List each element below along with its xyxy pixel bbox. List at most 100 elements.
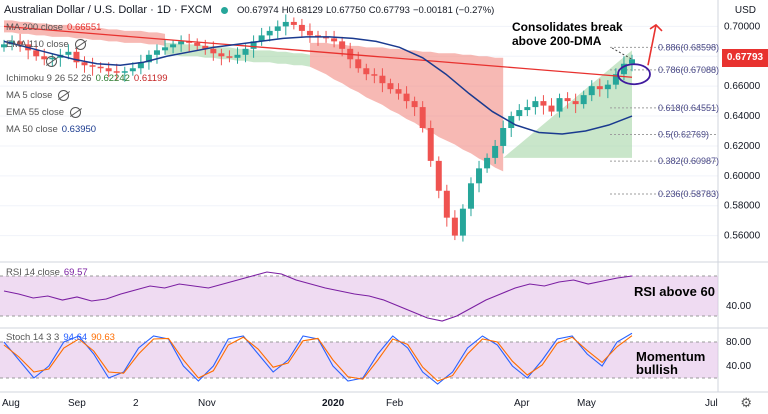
- fib-label: 0.382(0.60987): [658, 156, 719, 166]
- candle-body: [282, 21, 289, 27]
- annotation-rsi: RSI above 60: [634, 284, 715, 299]
- candle-body: [363, 68, 370, 75]
- market-status-dot: [220, 6, 228, 14]
- breakout-arrowhead: [649, 23, 663, 32]
- hidden-eye-icon[interactable]: [46, 56, 57, 67]
- time-tick-label: Feb: [386, 398, 404, 409]
- candle-body: [451, 217, 458, 236]
- candle-body: [556, 98, 563, 112]
- candle-body: [17, 41, 24, 45]
- price-tick-label: 0.64000: [724, 111, 761, 122]
- time-tick-label: 2020: [322, 398, 345, 409]
- candle-body: [306, 30, 313, 36]
- candle-body: [500, 128, 507, 146]
- candle-body: [242, 48, 249, 55]
- candle-body: [580, 95, 587, 105]
- indicator-value: 0.63950: [61, 124, 97, 135]
- indicator-hidden-series[interactable]: [6, 56, 57, 67]
- stoch-k-value: 94.64: [63, 332, 88, 343]
- hidden-eye-icon[interactable]: [74, 39, 86, 50]
- hidden-eye-icon[interactable]: [70, 107, 82, 118]
- candle-body: [379, 75, 386, 84]
- indicator-label: EMA 55 close: [6, 107, 65, 119]
- candle-body: [604, 84, 611, 90]
- symbol-title[interactable]: Australian Dollar / U.S. Dollar · 1D · F…: [4, 4, 212, 16]
- time-tick-label: Aug: [2, 398, 20, 409]
- candle-body: [145, 54, 152, 63]
- fib-label: 0.886(0.68598): [658, 42, 719, 52]
- fibonacci-levels: 0.886(0.68598) 0.786(0.67088) 0.618(0.6455…: [610, 42, 719, 199]
- time-tick-label: May: [577, 398, 596, 409]
- stoch-tick-label: 80.00: [726, 337, 751, 348]
- candle-body: [186, 41, 193, 43]
- fib-label: 0.236(0.58783): [658, 189, 719, 199]
- candle-body: [170, 44, 177, 48]
- candle-body: [274, 26, 281, 31]
- moving-averages: [3, 25, 633, 135]
- candle-body: [419, 107, 426, 129]
- price-tick-label: 0.58000: [724, 201, 761, 212]
- candle-body: [89, 65, 96, 67]
- rsi-label: RSI 14 close: [6, 267, 60, 278]
- candle-body: [331, 38, 338, 42]
- stoch-legend[interactable]: Stoch 14 3 3 94.64 90.63: [6, 332, 115, 343]
- indicator-ema55[interactable]: EMA 55 close: [6, 107, 82, 119]
- candle-body: [371, 74, 378, 76]
- candle-body: [572, 101, 579, 105]
- ohlc-open: O0.67974: [236, 5, 279, 16]
- rsi-line: [3, 271, 633, 322]
- candle-body: [411, 101, 418, 108]
- candle-body: [105, 68, 112, 72]
- candle-body: [250, 41, 257, 49]
- candle-body: [476, 168, 483, 184]
- stoch-tick-label: 40.00: [726, 361, 751, 372]
- stoch-label: Stoch 14 3 3: [6, 332, 60, 343]
- candle-body: [129, 68, 136, 72]
- settings-gear-icon[interactable]: ⚙: [740, 395, 752, 410]
- annotation-200dma-break: Consolidates break above 200-DMA: [512, 20, 623, 48]
- indicator-ma200[interactable]: MA 200 close 0.66551: [6, 22, 101, 33]
- indicator-ma5[interactable]: MA 5 close: [6, 90, 70, 101]
- candle-body: [234, 54, 241, 58]
- time-tick-label: Nov: [198, 398, 216, 409]
- currency-label: USD: [734, 5, 756, 16]
- price-tick-label: 0.66000: [724, 81, 761, 92]
- candle-body: [218, 53, 225, 57]
- time-axis: Aug Sep 2 Nov 2020 Feb Apr May Jul: [2, 398, 718, 409]
- candle-body: [516, 110, 523, 117]
- price-tick-label: 0.56000: [724, 231, 761, 242]
- chart-header: Australian Dollar / U.S. Dollar · 1D · F…: [4, 4, 494, 16]
- fib-label: 0.786(0.67088): [658, 65, 719, 75]
- rsi-legend[interactable]: RSI 14 close 69.57: [6, 267, 88, 278]
- price-tick-label: 0.70000: [724, 21, 761, 32]
- candle-body: [620, 63, 627, 75]
- annotation-momentum: Momentum bullish: [636, 349, 706, 377]
- candle-body: [290, 21, 297, 25]
- candle-body: [548, 105, 555, 112]
- breakout-highlight-circle: [617, 63, 651, 86]
- candle-body: [258, 35, 265, 42]
- indicator-ema110[interactable]: EMA 110 close: [6, 39, 86, 50]
- candle-body: [226, 56, 233, 58]
- candle-body: [596, 86, 603, 90]
- time-tick-label: 2: [133, 398, 139, 409]
- candle-body: [484, 157, 491, 169]
- indicator-value: 0.62242: [95, 73, 130, 84]
- candle-body: [121, 71, 128, 73]
- candle-body: [629, 59, 635, 64]
- ohlc-change: −0.00181 (−0.27%): [412, 5, 495, 16]
- indicator-label: MA 50 close: [6, 124, 58, 135]
- candle-body: [81, 62, 88, 66]
- indicator-label: Ichimoku 9 26 52 26: [6, 73, 92, 84]
- rsi-band: [0, 276, 718, 316]
- indicator-ma50[interactable]: MA 50 close 0.63950: [6, 124, 96, 135]
- candle-body: [612, 74, 619, 85]
- candle-body: [467, 183, 474, 209]
- candle-body: [65, 51, 72, 55]
- candle-body: [588, 86, 595, 96]
- indicator-ichimoku[interactable]: Ichimoku 9 26 52 26 0.62242 0.61199: [6, 73, 168, 84]
- hidden-eye-icon[interactable]: [58, 90, 70, 101]
- candle-body: [298, 24, 305, 31]
- candle-body: [266, 30, 273, 36]
